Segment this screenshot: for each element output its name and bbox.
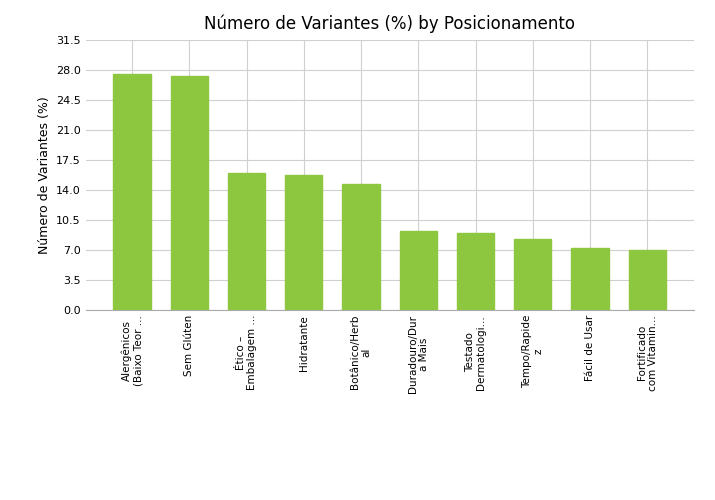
Bar	[285, 176, 322, 310]
Bar	[457, 233, 494, 310]
Bar	[400, 231, 437, 310]
Bar	[228, 173, 265, 310]
Bar	[514, 239, 551, 310]
Bar	[571, 248, 608, 310]
Y-axis label: Número de Variantes (%): Número de Variantes (%)	[37, 96, 51, 254]
Bar	[171, 76, 208, 310]
Bar	[342, 184, 380, 310]
Bar	[114, 74, 151, 310]
Bar	[628, 250, 666, 310]
Title: Número de Variantes (%) by Posicionamento: Número de Variantes (%) by Posicionament…	[204, 14, 575, 33]
